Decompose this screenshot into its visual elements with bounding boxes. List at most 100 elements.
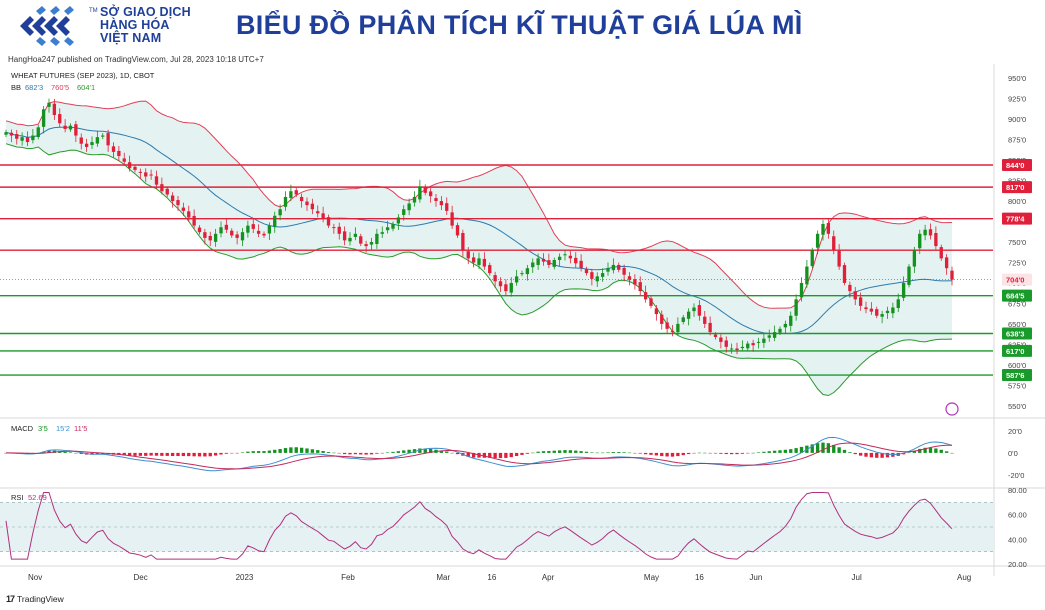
- candle-body: [557, 256, 562, 261]
- macd-histogram-bar: [934, 448, 938, 453]
- candle-body: [240, 232, 245, 241]
- candle-body: [337, 226, 341, 234]
- candle-body: [283, 196, 288, 207]
- candle-body: [552, 260, 556, 267]
- macd-histogram-bar: [638, 452, 642, 454]
- candle-body: [767, 335, 771, 338]
- macd-histogram-bar: [772, 450, 777, 453]
- candle-body: [638, 282, 642, 292]
- x-axis-label: Jul: [852, 573, 862, 582]
- macd-histogram-bar: [643, 452, 648, 455]
- macd-histogram-bar: [686, 452, 691, 455]
- macd-histogram-bar: [47, 450, 51, 453]
- macd-histogram-bar: [869, 452, 874, 458]
- macd-histogram-bar: [584, 451, 589, 453]
- macd-histogram-bar: [939, 449, 943, 453]
- macd-histogram-bar: [810, 444, 814, 453]
- wheat-chart[interactable]: 950'0925'0900'0875'0850'0825'0800'0775'0…: [0, 64, 1045, 594]
- candle-body: [762, 338, 766, 343]
- candle-body: [547, 260, 551, 265]
- candle-body: [58, 114, 62, 124]
- candle-body: [504, 284, 508, 292]
- candle-body: [203, 232, 207, 238]
- macd-histogram-bar: [729, 452, 734, 455]
- macd-value: 11'5: [74, 424, 87, 433]
- macd-histogram-bar: [713, 452, 718, 454]
- candle-body: [466, 251, 470, 259]
- macd-histogram-bar: [192, 452, 196, 457]
- macd-histogram-bar: [423, 448, 427, 453]
- candle-body: [176, 200, 180, 206]
- candle-body: [31, 135, 35, 141]
- candle-body: [541, 258, 546, 262]
- candle-body: [746, 343, 750, 349]
- macd-histogram-bar: [864, 452, 868, 457]
- level-price-label: 817'0: [1006, 183, 1024, 192]
- candle-body: [160, 184, 164, 192]
- macd-histogram-bar: [224, 452, 229, 454]
- candle-body: [735, 348, 739, 351]
- level-price-tag: [1002, 212, 1032, 225]
- logo-line-1: SỞ GIAO DỊCH: [100, 5, 191, 19]
- macd-histogram-bar: [278, 449, 282, 453]
- macd-value: 15'2: [56, 424, 70, 433]
- macd-histogram-bar: [305, 448, 309, 453]
- candle-body: [310, 203, 315, 210]
- macd-histogram-bar: [68, 452, 73, 453]
- price-tick-label: 800'0: [1008, 197, 1026, 206]
- candle-body: [853, 291, 857, 300]
- macd-tick-label: 20'0: [1008, 427, 1022, 436]
- macd-histogram-bar: [348, 452, 352, 455]
- candle-body: [923, 229, 927, 236]
- macd-histogram-bar: [450, 452, 454, 454]
- candle-body: [63, 125, 67, 129]
- macd-histogram-bar: [525, 452, 530, 454]
- macd-histogram-bar: [332, 452, 336, 454]
- candle-body: [600, 273, 605, 277]
- macd-histogram-bar: [251, 451, 255, 453]
- candle-body: [445, 203, 449, 211]
- macd-signal-line: [6, 442, 953, 470]
- logo-icon: [20, 6, 74, 46]
- rsi-value: 52.69: [28, 493, 47, 502]
- macd-histogram-bar: [95, 452, 100, 455]
- tradingview-footer[interactable]: 17 TradingView: [6, 594, 64, 604]
- candle-body: [434, 198, 438, 202]
- macd-histogram-bar: [342, 452, 347, 455]
- candle-body: [660, 314, 664, 324]
- price-tick-label: 875'0: [1008, 136, 1026, 145]
- macd-histogram-bar: [617, 452, 621, 453]
- candle-body: [643, 292, 648, 300]
- macd-histogram-bar: [633, 452, 637, 454]
- macd-histogram-bar: [574, 450, 578, 453]
- macd-histogram-bar: [789, 449, 793, 453]
- macd-histogram-bar: [557, 450, 562, 453]
- macd-histogram-bar: [928, 447, 933, 453]
- macd-histogram-bar: [235, 452, 239, 454]
- x-axis-label: Feb: [341, 573, 355, 582]
- macd-histogram-bar: [273, 449, 277, 453]
- macd-histogram-bar: [203, 452, 207, 457]
- candle-body: [520, 273, 524, 275]
- level-price-label: 778'4: [1006, 215, 1025, 224]
- macd-histogram-bar: [832, 444, 836, 453]
- candle-body: [418, 186, 422, 200]
- level-price-tag: [1002, 181, 1032, 194]
- candle-body: [197, 227, 202, 233]
- last-price-tag: [1002, 273, 1032, 286]
- macd-histogram-bar: [681, 452, 685, 456]
- candle-body: [251, 224, 255, 229]
- level-price-tag: [1002, 327, 1032, 340]
- candle-body: [719, 337, 723, 342]
- candle-body: [724, 340, 728, 347]
- candle-body: [380, 232, 384, 234]
- alert-icon[interactable]: [945, 402, 959, 416]
- macd-histogram-bar: [649, 452, 653, 455]
- macd-histogram-bar: [170, 452, 175, 457]
- macd-histogram-bar: [337, 452, 341, 454]
- macd-histogram-bar: [611, 451, 616, 453]
- candle-body: [944, 257, 949, 269]
- macd-histogram-bar: [498, 452, 503, 459]
- candle-body: [697, 305, 702, 316]
- candle-body: [789, 315, 793, 326]
